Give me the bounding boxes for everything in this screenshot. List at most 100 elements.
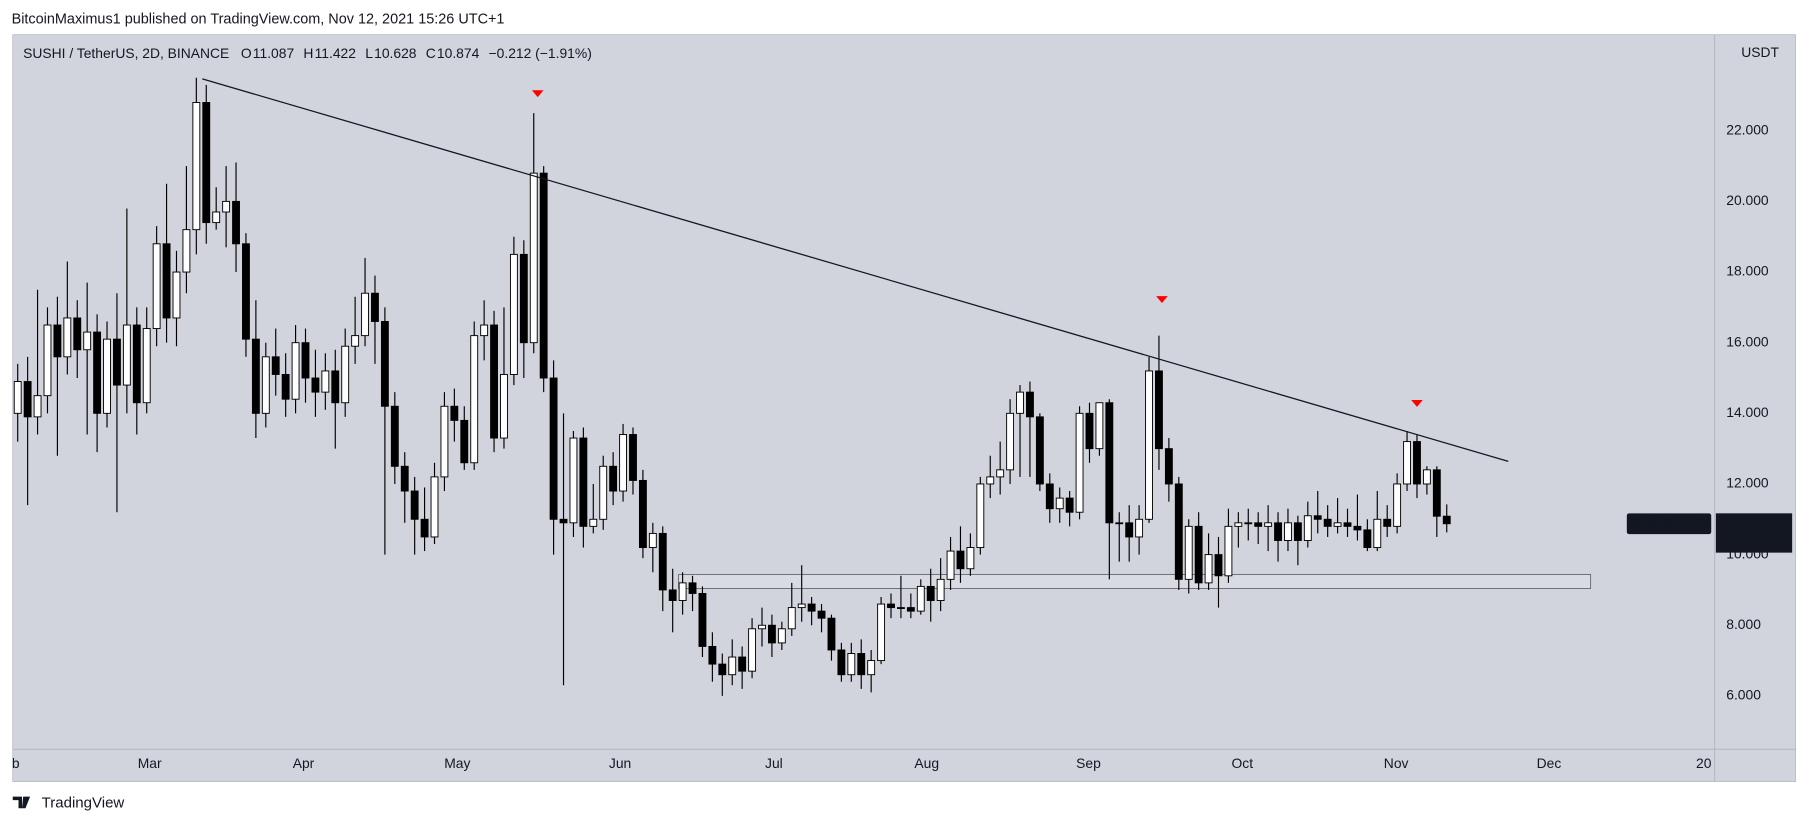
signal-marker [1411,399,1423,407]
candle-body [132,324,141,404]
candle-body [847,653,856,676]
legend-text: O [241,45,252,61]
candle-body [1264,522,1273,527]
candle-body [1164,448,1173,485]
candle-body [519,253,528,344]
legend-text: SUSHI / TetherUS, 2D, BINANCE [23,45,229,61]
candle-body [1065,497,1074,513]
y-tick-label: 16.000 [1726,333,1769,349]
candle-body [767,624,776,644]
candle-body [1413,441,1421,485]
candle-body [1095,402,1104,450]
candle-body [73,317,82,351]
candle-body [1075,412,1084,513]
candle-body [361,292,369,337]
legend-text: 11.422 [315,45,357,61]
candle-body [212,211,221,224]
candle-body [1383,518,1392,527]
candle-body [390,405,399,467]
legend-text: 11.087 [253,45,295,61]
candle-body [321,370,330,393]
candle-body [1055,497,1064,510]
candle-body [371,292,379,322]
candle-body [827,617,836,651]
currency-label: USDT [1741,44,1779,60]
candle-body [718,663,727,676]
candle-body [996,469,1005,478]
candle-body [797,603,806,609]
candle-body [470,335,479,464]
x-tick-label: b [12,755,20,771]
candle-body [807,603,816,612]
x-tick-label: Jun [609,755,631,771]
candle-body [271,356,280,375]
candle-body [341,345,350,404]
x-tick-label: Aug [914,755,939,771]
x-tick-label: Jul [765,755,783,771]
candle-body [380,321,389,407]
candle-body [966,547,975,570]
candle-body [33,395,42,418]
signal-marker [531,90,544,98]
candle-body [609,465,618,492]
candle-body [906,607,915,612]
candle-body [529,172,538,344]
symbol-tag-bg [1626,513,1712,535]
candle-body [1016,391,1024,414]
candle-body [1184,525,1193,580]
candle-body [1214,554,1223,577]
candle-body [1373,518,1382,549]
legend-text: L [365,45,373,61]
countdown: 09:33:39 [1727,533,1781,549]
candle-body [162,243,171,319]
candle-body [658,532,667,591]
candle-body [1174,483,1183,580]
candle-body [728,656,737,676]
y-tick-label: 12.000 [1726,475,1769,491]
candle-body [708,645,717,665]
candle-body [63,317,72,358]
candle-body [1234,522,1243,527]
legend-text: −0.212 (−1.91%) [489,45,592,61]
candle-body [549,377,558,520]
x-tick-label: Dec [1537,755,1562,771]
y-tick-label: 6.000 [1726,687,1761,703]
candle-body [638,479,647,549]
candle-body [410,490,419,520]
y-tick-label: 8.000 [1726,616,1761,632]
support-zone [678,573,1592,589]
candle-body [946,550,955,580]
candle-body [748,628,757,672]
candle-body [1045,483,1054,510]
candle-body [629,434,637,481]
candle-body [192,102,201,231]
candle-body [1006,412,1015,471]
candle-body [857,653,866,676]
legend-text: 10.874 [437,45,480,61]
candle-body [122,324,131,386]
candle-body [579,437,588,527]
candle-body [182,229,191,273]
symbol-tag: SUSHIUSDT [1629,514,1710,530]
candle-body [1432,469,1441,517]
candle-body [251,338,260,414]
candle-body [897,607,905,609]
candle-body [539,172,548,379]
candle-body [1303,515,1312,541]
candle-body [1035,416,1044,485]
candle-body [1244,522,1253,525]
candle-body [1403,441,1411,485]
logo-mark [12,796,31,809]
candle-body [450,405,459,421]
legend-text: C [426,45,436,61]
candle-body [877,603,886,662]
candle-body [172,271,181,319]
candle-body [480,324,489,337]
candle-body [1155,370,1163,450]
candle-body [400,465,409,492]
candle-body [1115,522,1124,525]
candle-body [777,628,786,644]
candle-body [103,338,111,414]
candle-body [1254,522,1263,527]
